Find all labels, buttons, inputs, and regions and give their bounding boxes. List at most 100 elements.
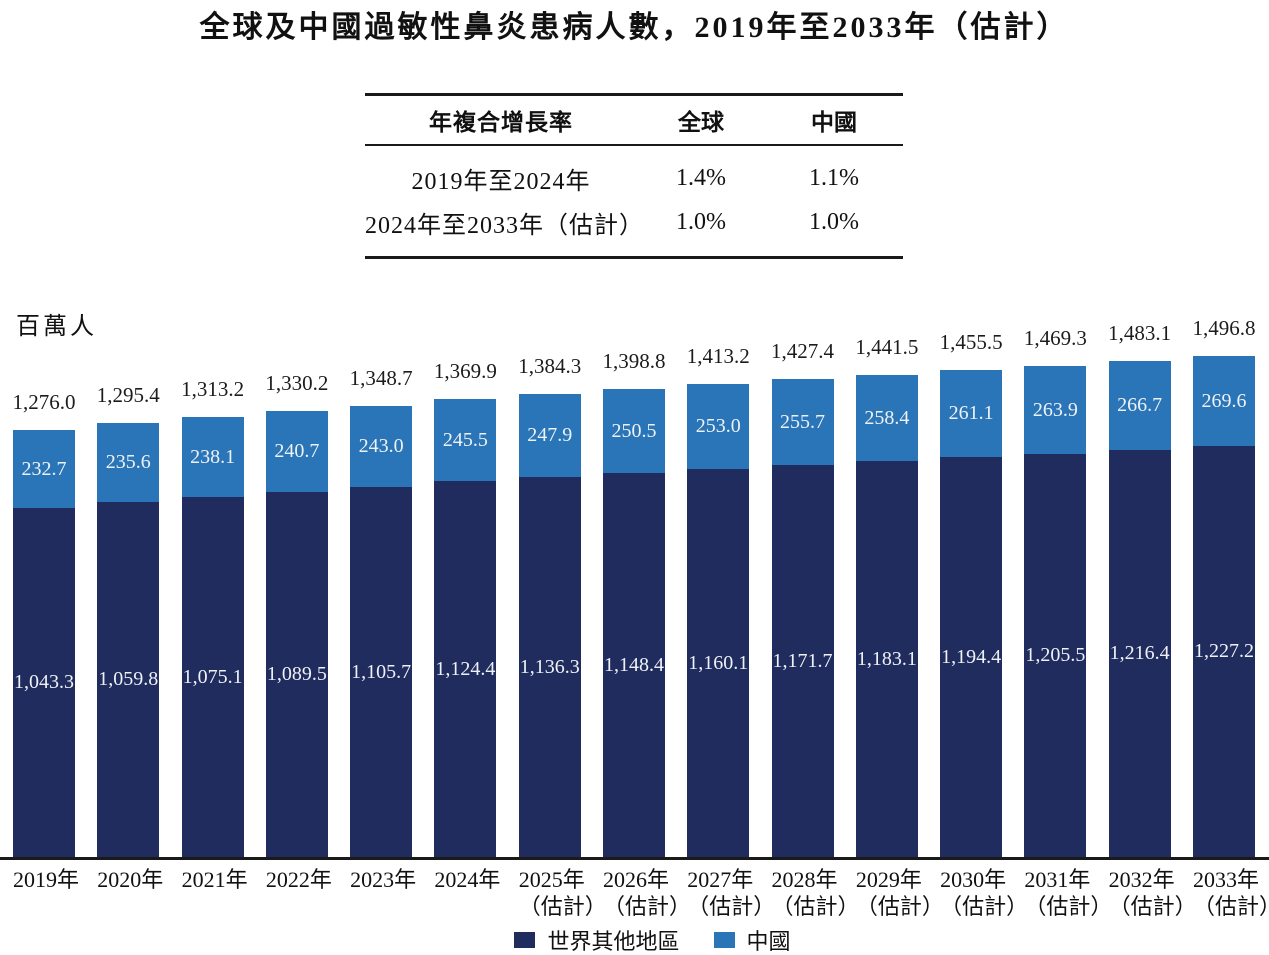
bar-segment-china-value: 258.4 — [864, 406, 910, 429]
x-axis-year: 2030年 — [940, 867, 1007, 892]
cagr-global-value: 1.0% — [676, 208, 726, 235]
legend-label-china: 中國 — [746, 929, 791, 954]
x-axis-year: 2029年 — [855, 867, 922, 892]
bar-total-label: 1,313.2 — [181, 377, 245, 401]
bar-segment-rest-of-world-value: 1,171.7 — [772, 649, 833, 672]
bar-segment-china-value: 238.1 — [190, 445, 236, 468]
stacked-bar: 255.7 1,171.7 — [771, 379, 834, 857]
x-axis-estimate-note: （估計） — [602, 894, 691, 919]
bar-segment-rest-of-world: 1,124.4 — [434, 481, 497, 857]
bar-column: 1,276.0 232.7 1,043.3 — [13, 390, 76, 857]
stacked-bar: 238.1 1,075.1 — [181, 417, 244, 857]
bar-column: 1,348.7 243.0 1,105.7 — [350, 366, 413, 857]
x-axis-label: 2031年 （估計） — [1024, 866, 1113, 920]
bar-segment-china-value: 235.6 — [105, 451, 151, 473]
bar-segment-china-value: 240.7 — [274, 440, 320, 462]
bar-column: 1,455.5 261.1 1,194.4 — [939, 330, 1003, 857]
bar-segment-china: 232.7 — [13, 430, 75, 508]
bar-column: 1,496.8 269.6 1,227.2 — [1192, 316, 1256, 857]
x-axis-label: 2029年 （估計） — [855, 866, 944, 920]
cagr-row-2019-2024: 2019年至2024年 1.4% 1.1% — [365, 156, 903, 200]
x-axis-year: 2021年 — [181, 867, 248, 892]
bar-column: 1,413.2 253.0 1,160.1 — [687, 344, 750, 857]
bar-segment-china: 266.7 — [1108, 361, 1171, 450]
bar-total-label: 1,369.9 — [433, 359, 497, 383]
bar-segment-rest-of-world-value: 1,160.1 — [688, 651, 749, 674]
bar-segment-china: 243.0 — [350, 406, 413, 487]
bar-segment-rest-of-world-value: 1,183.1 — [856, 647, 917, 670]
legend-item-china: 中國 — [713, 924, 791, 955]
cagr-table: 年複合增長率 全球 中國 2019年至2024年 1.4% 1.1% 2024年… — [365, 93, 903, 259]
bar-segment-china-value: 250.5 — [611, 419, 657, 442]
x-axis-estimate-note: （估計） — [1108, 894, 1197, 919]
cagr-header-metric: 年複合增長率 — [429, 110, 573, 135]
bar-total-label: 1,295.4 — [96, 383, 160, 407]
bar-segment-china: 261.1 — [940, 370, 1003, 457]
x-axis-label: 2032年 （估計） — [1108, 866, 1197, 920]
bar-segment-rest-of-world: 1,043.3 — [13, 508, 75, 857]
stacked-bar: 232.7 1,043.3 — [13, 430, 75, 857]
x-axis-label: 2024年 — [434, 866, 500, 920]
bar-segment-china: 245.5 — [434, 399, 497, 481]
x-axis-label: 2021年 — [181, 866, 248, 920]
bar-segment-china: 235.6 — [97, 423, 160, 502]
x-axis-estimate-note: （估計） — [518, 894, 607, 919]
x-axis-label: 2019年 — [13, 866, 80, 920]
stacked-bar: 240.7 1,089.5 — [265, 411, 328, 857]
y-axis-unit-label: 百萬人 — [16, 314, 97, 340]
x-axis-label: 2028年 （估計） — [771, 866, 860, 920]
bar-segment-rest-of-world: 1,075.1 — [181, 497, 244, 857]
legend-swatch-china-icon — [713, 932, 735, 948]
bar-segment-rest-of-world-value: 1,227.2 — [1193, 640, 1254, 662]
x-axis-estimate-note: （估計） — [687, 894, 776, 919]
x-axis-year: 2033年 — [1192, 867, 1259, 892]
chart-legend: 世界其他地區 中國 — [18, 924, 1269, 955]
stacked-bar-chart: 1,276.0 232.7 1,043.3 1,295.4 235.6 1,059.8 1,… — [13, 316, 1256, 857]
x-axis-estimate-note: （估計） — [1024, 894, 1113, 919]
x-axis-line — [0, 857, 1269, 860]
bar-segment-china-value: 255.7 — [780, 410, 826, 433]
bar-segment-china-value: 245.5 — [442, 428, 488, 451]
bar-segment-rest-of-world: 1,171.7 — [771, 465, 834, 857]
x-axis-year: 2032年 — [1108, 867, 1175, 892]
bar-segment-china-value: 232.7 — [21, 457, 67, 480]
x-axis-year: 2027年 — [687, 867, 754, 892]
x-axis-estimate-note: （估計） — [1192, 894, 1269, 919]
bar-segment-china: 263.9 — [1024, 366, 1087, 454]
x-axis-year: 2025年 — [518, 867, 585, 892]
bar-segment-rest-of-world: 1,216.4 — [1108, 450, 1171, 857]
bar-segment-rest-of-world-value: 1,194.4 — [941, 645, 1002, 668]
cagr-period: 2019年至2024年 — [411, 168, 591, 195]
cagr-table-header-row: 年複合增長率 全球 中國 — [365, 96, 903, 146]
bar-segment-china: 240.7 — [265, 411, 328, 492]
page-title: 全球及中國過敏性鼻炎患病人數，2019年至2033年（估計） — [199, 11, 1070, 44]
cagr-table-body: 2019年至2024年 1.4% 1.1% 2024年至2033年（估計） 1.… — [365, 146, 903, 256]
x-axis-estimate-note: （估計） — [771, 894, 860, 919]
cagr-china-value: 1.1% — [809, 164, 859, 191]
x-axis-label: 2023年 — [350, 866, 416, 920]
bar-segment-china: 238.1 — [181, 417, 244, 497]
x-axis-year: 2026年 — [602, 867, 669, 892]
bar-total-label: 1,496.8 — [1192, 316, 1256, 340]
cagr-period: 2024年至2033年（估計） — [365, 212, 644, 239]
x-axis-estimate-note: （估計） — [855, 894, 944, 919]
bar-column: 1,398.8 250.5 1,148.4 — [602, 349, 665, 857]
bar-column: 1,427.4 255.7 1,171.7 — [771, 339, 834, 857]
bar-segment-rest-of-world-value: 1,124.4 — [435, 657, 496, 680]
bar-total-label: 1,330.2 — [265, 371, 329, 395]
bar-segment-rest-of-world-value: 1,148.4 — [603, 653, 664, 676]
bar-segment-rest-of-world: 1,105.7 — [350, 487, 413, 857]
bar-segment-china: 250.5 — [602, 389, 665, 473]
bar-total-label: 1,455.5 — [939, 330, 1003, 354]
x-axis-year: 2020年 — [97, 867, 164, 892]
bar-segment-rest-of-world-value: 1,089.5 — [266, 663, 327, 685]
x-axis-year: 2019年 — [13, 867, 80, 892]
bar-column: 1,469.3 263.9 1,205.5 — [1024, 326, 1087, 857]
cagr-global-value: 1.4% — [676, 164, 726, 191]
stacked-bar: 253.0 1,160.1 — [687, 384, 750, 857]
x-axis-label: 2033年（估計） — [1192, 866, 1269, 920]
bar-column: 1,369.9 245.5 1,124.4 — [433, 359, 497, 857]
bar-segment-rest-of-world-value: 1,075.1 — [182, 665, 243, 688]
stacked-bar: 245.5 1,124.4 — [434, 399, 497, 857]
